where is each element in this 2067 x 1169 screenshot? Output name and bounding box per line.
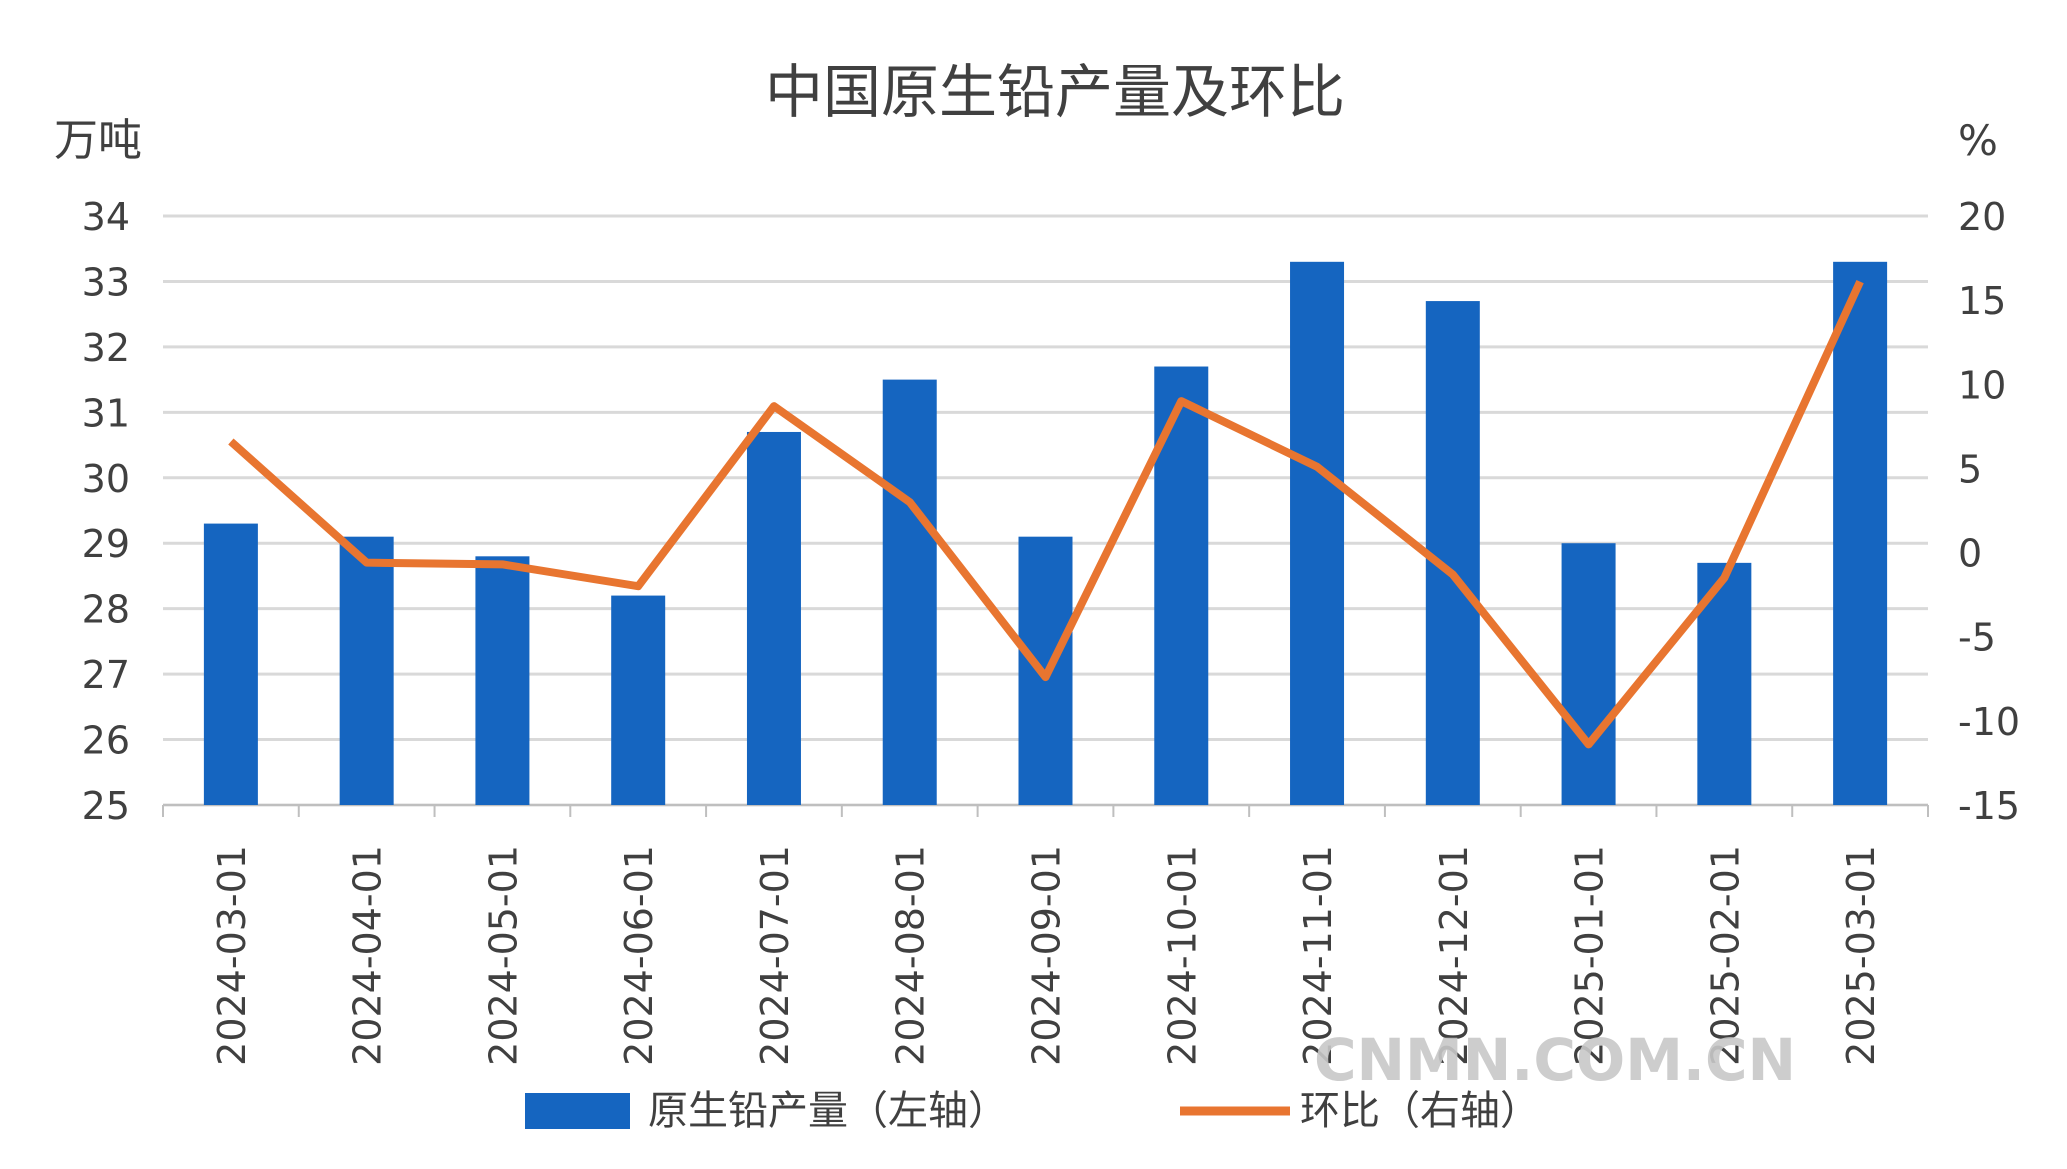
legend-bar-swatch (525, 1093, 630, 1129)
right-tick-label: -15 (1958, 784, 2020, 828)
bar (1561, 543, 1616, 805)
left-tick-label: 28 (82, 588, 130, 632)
left-tick-label: 25 (82, 784, 130, 828)
x-tick-label: 2025-01-01 (1568, 845, 1612, 1066)
left-tick-label: 31 (82, 391, 130, 435)
x-tick-label: 2024-04-01 (346, 845, 390, 1066)
x-tick-label: 2024-11-01 (1296, 845, 1340, 1066)
x-tick-label: 2025-02-01 (1703, 845, 1747, 1066)
right-tick-label: 10 (1958, 363, 2006, 407)
bar (611, 595, 666, 805)
right-tick-label: 5 (1958, 447, 1982, 491)
bar (1290, 261, 1345, 805)
left-tick-label: 27 (82, 653, 130, 697)
left-tick-label: 34 (82, 195, 130, 239)
left-tick-label: 30 (82, 457, 130, 501)
legend-line-label: 环比（右轴） (1300, 1088, 1540, 1134)
legend-bar-label: 原生铅产量（左轴） (648, 1088, 1008, 1134)
x-tick-label: 2024-06-01 (617, 845, 661, 1066)
bar (203, 523, 258, 805)
legend: 原生铅产量（左轴） 环比（右轴） (525, 1088, 1540, 1134)
x-tick-label: 2024-08-01 (889, 845, 933, 1066)
x-tick-label: 2024-10-01 (1160, 845, 1204, 1066)
x-tick-label: 2024-05-01 (481, 845, 525, 1066)
x-tick-label: 2025-03-01 (1839, 845, 1883, 1066)
x-tick-label: 2024-09-01 (1025, 845, 1069, 1066)
left-tick-label: 26 (82, 719, 130, 763)
left-tick-label: 29 (82, 522, 130, 566)
right-tick-label: -10 (1958, 700, 2020, 744)
bar (339, 536, 394, 805)
watermark: CNMN.COM.CN (1314, 1026, 1796, 1094)
left-tick-label: 32 (82, 326, 130, 370)
left-axis-unit: 万吨 (54, 115, 142, 166)
bar (475, 556, 530, 805)
right-axis-unit: % (1958, 116, 1998, 165)
chart-title: 中国原生铅产量及环比 (765, 58, 1345, 126)
right-tick-label: 0 (1958, 532, 1982, 576)
right-tick-label: 20 (1958, 195, 2006, 239)
bar (882, 379, 937, 805)
right-tick-label: -5 (1958, 616, 1996, 660)
left-tick-label: 33 (82, 260, 130, 304)
bar (746, 431, 801, 805)
x-tick-label: 2024-03-01 (210, 845, 254, 1066)
x-tick-label: 2024-07-01 (753, 845, 797, 1066)
x-tick-label: 2024-12-01 (1432, 845, 1476, 1066)
right-tick-label: 15 (1958, 279, 2006, 323)
bar (1425, 301, 1480, 805)
bar (1833, 261, 1888, 805)
